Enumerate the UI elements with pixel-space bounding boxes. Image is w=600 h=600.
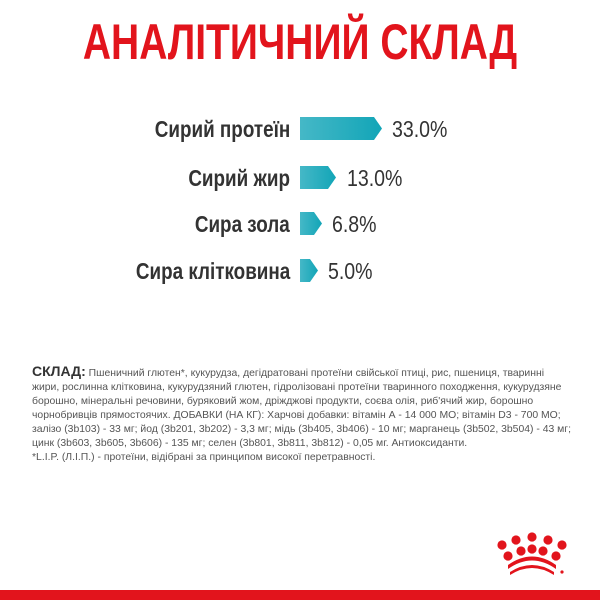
nutrient-row-ash: Сира зола 6.8% — [0, 211, 600, 237]
composition-block: СКЛАД: Пшеничний глютен*, кукурудза, дег… — [32, 364, 572, 465]
nutrient-label: Сира клітковина — [135, 258, 290, 284]
nutrient-value: 6.8% — [332, 211, 377, 237]
nutrient-bar — [300, 166, 336, 189]
nutrient-bar — [300, 259, 318, 282]
composition-footnote: *L.I.P. (Л.І.П.) - протеїни, відібрані з… — [32, 452, 376, 463]
nutrient-value: 13.0% — [347, 165, 403, 191]
composition-text: СКЛАД: Пшеничний глютен*, кукурудза, дег… — [32, 364, 572, 451]
nutrient-value: 33.0% — [392, 116, 448, 142]
nutrient-label: Сира зола — [195, 211, 290, 237]
crown-logo-icon — [497, 532, 567, 575]
composition-lead: СКЛАД: — [32, 363, 86, 379]
page-title: АНАЛІТИЧНИЙ СКЛАД — [82, 14, 518, 70]
nutrient-value: 5.0% — [328, 258, 373, 284]
footer-bar — [0, 590, 600, 600]
nutrient-row-fiber: Сира клітковина 5.0% — [0, 258, 600, 284]
nutrient-row-protein: Сирий протеїн 33.0% — [0, 116, 600, 142]
nutrient-bar — [300, 117, 382, 140]
composition-body: Пшеничний глютен*, кукурудза, дегідратов… — [32, 368, 571, 449]
nutrient-bar — [300, 212, 322, 235]
nutrient-label: Сирий протеїн — [154, 116, 290, 142]
nutrient-row-fat: Сирий жир 13.0% — [0, 165, 600, 191]
nutrient-label: Сирий жир — [188, 165, 290, 191]
